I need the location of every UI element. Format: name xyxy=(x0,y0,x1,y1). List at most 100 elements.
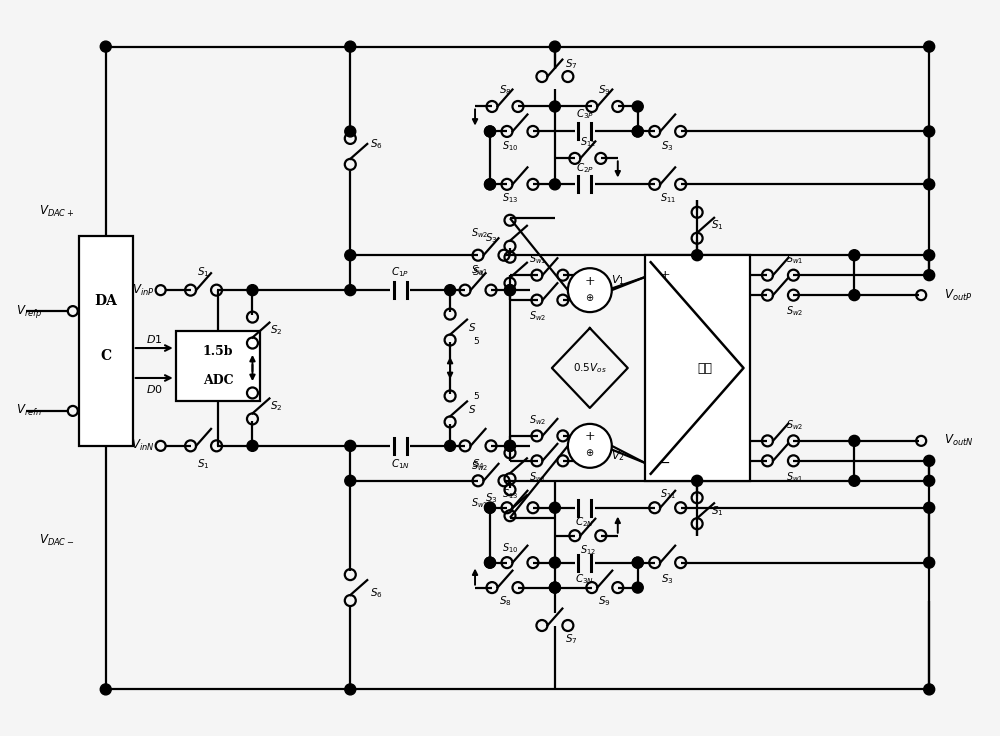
Text: $S$: $S$ xyxy=(468,321,476,333)
Text: $S_{w1}$: $S_{w1}$ xyxy=(786,252,803,266)
Circle shape xyxy=(445,285,456,296)
Circle shape xyxy=(849,436,860,446)
Text: $V_{refp}$: $V_{refp}$ xyxy=(16,302,42,319)
Circle shape xyxy=(345,41,356,52)
Text: $S_6$: $S_6$ xyxy=(370,587,383,601)
Text: $S_{w1}$: $S_{w1}$ xyxy=(529,470,547,484)
Circle shape xyxy=(924,557,935,568)
Text: $S_7$: $S_7$ xyxy=(565,57,577,71)
Text: $V_{DAC+}$: $V_{DAC+}$ xyxy=(39,204,74,219)
Circle shape xyxy=(924,250,935,261)
Circle shape xyxy=(345,440,356,451)
Text: $C_{2P}$: $C_{2P}$ xyxy=(576,161,594,175)
Text: $S_8$: $S_8$ xyxy=(499,595,511,609)
Text: $S_{w2}$: $S_{w2}$ xyxy=(529,309,547,323)
Circle shape xyxy=(345,250,356,261)
Text: 1.5b: 1.5b xyxy=(203,344,233,358)
Text: $V_{inP}$: $V_{inP}$ xyxy=(132,283,155,297)
Circle shape xyxy=(924,475,935,486)
Text: $S_{w1}$: $S_{w1}$ xyxy=(529,252,547,266)
Text: $S_1$: $S_1$ xyxy=(197,265,210,279)
Text: $S_1$: $S_1$ xyxy=(711,219,723,232)
Circle shape xyxy=(549,41,560,52)
Circle shape xyxy=(485,126,496,137)
Circle shape xyxy=(485,179,496,190)
Circle shape xyxy=(485,557,496,568)
Text: $C_{1N}$: $C_{1N}$ xyxy=(391,457,410,471)
Circle shape xyxy=(568,424,612,468)
Text: $S_{10}$: $S_{10}$ xyxy=(502,140,518,153)
Text: $S_{w1}$: $S_{w1}$ xyxy=(471,496,488,509)
Circle shape xyxy=(849,250,860,261)
Text: $5$: $5$ xyxy=(473,390,480,401)
Circle shape xyxy=(692,475,703,486)
Circle shape xyxy=(924,126,935,137)
Text: $S_4$: $S_4$ xyxy=(472,457,484,471)
Text: $D0$: $D0$ xyxy=(146,383,163,395)
Text: $S_9$: $S_9$ xyxy=(598,595,611,609)
Text: $S_1$: $S_1$ xyxy=(197,457,210,471)
Text: $S$: $S$ xyxy=(468,403,476,415)
Text: $0.5V_{os}$: $0.5V_{os}$ xyxy=(573,361,607,375)
Text: $S_{11}$: $S_{11}$ xyxy=(660,486,676,500)
FancyBboxPatch shape xyxy=(176,331,260,401)
Text: +: + xyxy=(585,431,595,443)
Circle shape xyxy=(549,582,560,593)
Text: $\oplus$: $\oplus$ xyxy=(585,447,594,459)
FancyBboxPatch shape xyxy=(79,236,133,446)
Text: $S_3$: $S_3$ xyxy=(661,140,674,153)
Circle shape xyxy=(345,126,356,137)
Circle shape xyxy=(504,285,515,296)
Circle shape xyxy=(632,126,643,137)
Text: $S_{w2}$: $S_{w2}$ xyxy=(529,413,547,427)
Text: $V_2$: $V_2$ xyxy=(611,449,625,463)
Text: +: + xyxy=(659,269,670,282)
Text: −: − xyxy=(659,456,671,470)
Text: $S_{w1}$: $S_{w1}$ xyxy=(786,470,803,484)
Text: $S_9$: $S_9$ xyxy=(598,84,611,97)
Circle shape xyxy=(485,126,496,137)
Circle shape xyxy=(485,502,496,513)
Circle shape xyxy=(924,502,935,513)
Circle shape xyxy=(100,41,111,52)
Text: $V_{DAC-}$: $V_{DAC-}$ xyxy=(39,533,74,548)
Text: DA: DA xyxy=(94,294,117,308)
Text: $D1$: $D1$ xyxy=(146,333,162,345)
FancyBboxPatch shape xyxy=(645,255,750,481)
Circle shape xyxy=(924,269,935,280)
Text: $V_1$: $V_1$ xyxy=(611,273,625,287)
Circle shape xyxy=(549,101,560,112)
Text: $S_{w2}$: $S_{w2}$ xyxy=(786,418,803,432)
Circle shape xyxy=(632,126,643,137)
Text: $S_{w1}$: $S_{w1}$ xyxy=(471,263,488,277)
Text: $S_6$: $S_6$ xyxy=(370,138,383,152)
Circle shape xyxy=(485,179,496,190)
Text: $S_{w2}$: $S_{w2}$ xyxy=(471,227,488,240)
Text: $S_{12}$: $S_{12}$ xyxy=(580,542,596,556)
Text: $V_{refn}$: $V_{refn}$ xyxy=(16,403,42,419)
Circle shape xyxy=(345,285,356,296)
Circle shape xyxy=(100,684,111,695)
Text: $S_{10}$: $S_{10}$ xyxy=(502,541,518,554)
Text: ADC: ADC xyxy=(203,375,233,387)
Text: $S_4$: $S_4$ xyxy=(472,265,484,279)
Circle shape xyxy=(485,502,496,513)
Text: $S_{11}$: $S_{11}$ xyxy=(660,191,676,205)
Circle shape xyxy=(485,557,496,568)
Circle shape xyxy=(549,557,560,568)
Circle shape xyxy=(632,557,643,568)
Circle shape xyxy=(849,475,860,486)
Circle shape xyxy=(445,440,456,451)
Circle shape xyxy=(345,684,356,695)
Circle shape xyxy=(247,440,258,451)
Text: $S_3$: $S_3$ xyxy=(485,491,497,505)
Text: $C_{3N}$: $C_{3N}$ xyxy=(575,572,594,586)
Text: $C_{3P}$: $C_{3P}$ xyxy=(576,107,594,121)
Circle shape xyxy=(632,582,643,593)
Circle shape xyxy=(504,440,515,451)
Text: $C_{1P}$: $C_{1P}$ xyxy=(391,265,409,279)
Text: $5$: $5$ xyxy=(473,335,480,346)
Circle shape xyxy=(345,475,356,486)
Circle shape xyxy=(549,502,560,513)
Text: $V_{outP}$: $V_{outP}$ xyxy=(944,288,973,302)
